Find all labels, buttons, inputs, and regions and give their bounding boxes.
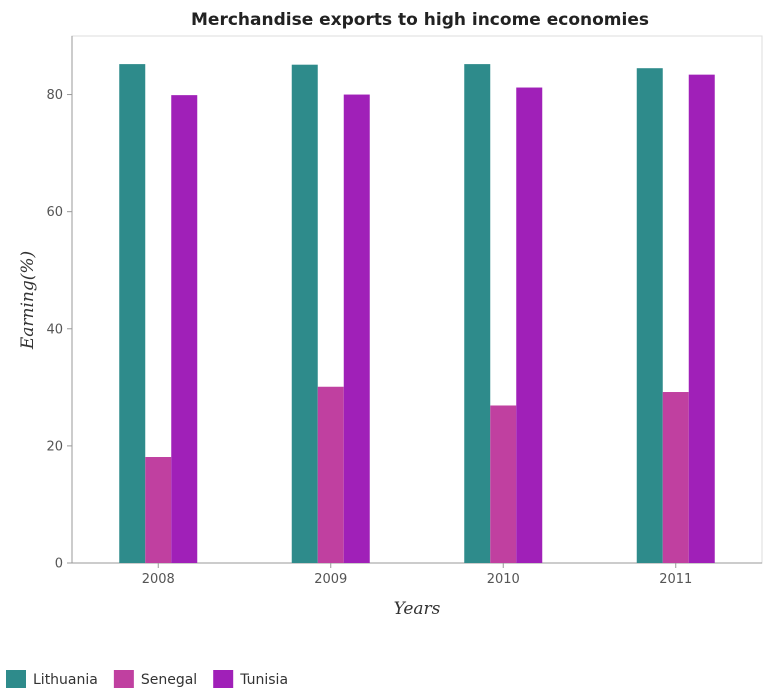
legend-label-tunisia: Tunisia <box>239 672 288 688</box>
y-tick-label: 80 <box>46 88 63 103</box>
x-tick-label: 2011 <box>659 572 692 587</box>
bar-senegal-2008 <box>145 457 171 563</box>
bar-tunisia-2010 <box>516 88 542 563</box>
legend-swatch-tunisia <box>213 670 233 688</box>
chart-title: Merchandise exports to high income econo… <box>191 10 649 30</box>
x-tick-label: 2009 <box>314 572 347 587</box>
bar-senegal-2011 <box>663 392 689 563</box>
y-axis-ticks: 0 20 40 60 80 <box>46 88 72 571</box>
bar-senegal-2010 <box>490 405 516 563</box>
bar-tunisia-2008 <box>171 95 197 563</box>
bar-tunisia-2009 <box>344 95 370 563</box>
bar-lithuania-2009 <box>292 65 318 563</box>
plot-area: 0 20 40 60 80 2008 2009 2010 2011 <box>46 36 762 587</box>
y-tick-label: 0 <box>55 557 63 572</box>
bars <box>119 64 715 563</box>
legend-label-senegal: Senegal <box>141 672 197 688</box>
y-tick-label: 40 <box>46 322 63 337</box>
legend-swatch-senegal <box>114 670 134 688</box>
legend-swatch-lithuania <box>6 670 26 688</box>
x-axis-label: Years <box>394 599 441 619</box>
bar-tunisia-2011 <box>689 75 715 563</box>
legend: Lithuania Senegal Tunisia <box>6 670 288 688</box>
x-tick-label: 2008 <box>142 572 175 587</box>
x-axis-ticks: 2008 2009 2010 2011 <box>142 563 693 587</box>
y-tick-label: 20 <box>46 439 63 454</box>
bar-lithuania-2008 <box>119 64 145 563</box>
legend-label-lithuania: Lithuania <box>33 672 98 688</box>
x-tick-label: 2010 <box>487 572 520 587</box>
bar-lithuania-2010 <box>464 64 490 563</box>
bar-lithuania-2011 <box>637 68 663 563</box>
y-tick-label: 60 <box>46 205 63 220</box>
bar-senegal-2009 <box>318 387 344 563</box>
y-axis-label: Earning(%) <box>18 251 38 350</box>
